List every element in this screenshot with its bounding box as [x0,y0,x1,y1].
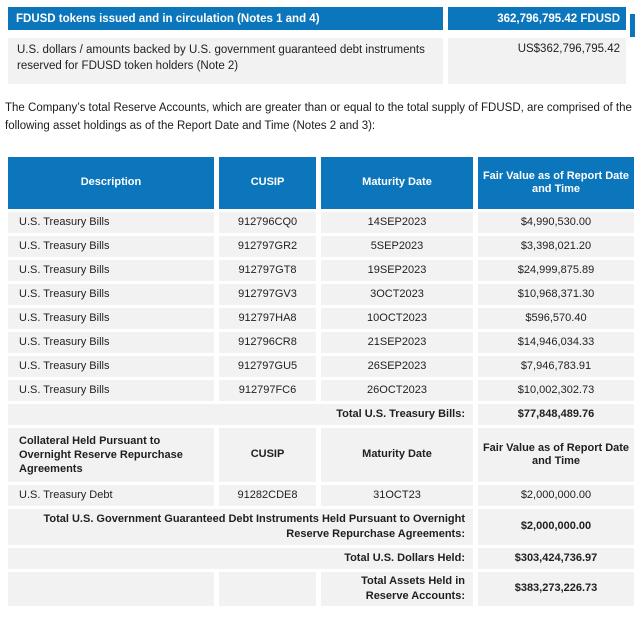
row-description: U.S. Treasury Bills [8,284,214,305]
total-gov-debt-label: Total U.S. Government Guaranteed Debt In… [8,509,473,545]
total-assets-row: Total Assets Held in Reserve Accounts: $… [8,572,634,606]
row-maturity: 21SEP2023 [321,332,473,353]
row-cusip: 912797FC6 [219,380,316,401]
row-description: U.S. Treasury Bills [8,356,214,377]
total-dollars-held-value: $303,424,736.97 [478,548,634,569]
header-cusip: CUSIP [219,157,316,209]
row-maturity: 19SEP2023 [321,260,473,281]
table-row: U.S. Treasury Bills 912797HA8 10OCT2023 … [8,308,634,329]
row-value: $14,946,034.33 [478,332,634,353]
row-maturity: 10OCT2023 [321,308,473,329]
row-description: U.S. Treasury Bills [8,380,214,401]
usd-backing-value: US$362,796,795.42 [448,38,626,84]
tokens-issued-value: 362,796,795.42 FDUSD [448,7,626,30]
collateral-header-description: Collateral Held Pursuant to Overnight Re… [8,428,214,482]
table-row: U.S. Treasury Bills 912797GU5 26SEP2023 … [8,356,634,377]
collateral-header-cusip: CUSIP [219,428,316,482]
total-treasury-bills-label: Total U.S. Treasury Bills: [8,404,473,425]
usd-backing-label: U.S. dollars / amounts backed by U.S. go… [8,38,443,84]
total-treasury-bills-value: $77,848,489.76 [478,404,634,425]
row-description: U.S. Treasury Debt [8,485,214,506]
table-row: U.S. Treasury Bills 912796CR8 21SEP2023 … [8,332,634,353]
row-description: U.S. Treasury Bills [8,332,214,353]
table-row: U.S. Treasury Bills 912797GT8 19SEP2023 … [8,260,634,281]
empty-cell [219,572,316,606]
row-value: $10,002,302.73 [478,380,634,401]
blue-edge-fragment [630,14,635,37]
row-cusip: 912797HA8 [219,308,316,329]
total-dollars-held-label: Total U.S. Dollars Held: [8,548,473,569]
row-description: U.S. Treasury Bills [8,236,214,257]
row-cusip: 912797GR2 [219,236,316,257]
usd-backing-row: U.S. dollars / amounts backed by U.S. go… [8,38,634,84]
row-value: $3,398,021.20 [478,236,634,257]
tokens-issued-row: FDUSD tokens issued and in circulation (… [8,7,634,30]
table-row: U.S. Treasury Bills 912796CQ0 14SEP2023 … [8,212,634,233]
total-assets-value: $383,273,226.73 [478,572,634,606]
row-description: U.S. Treasury Bills [8,212,214,233]
header-maturity-date: Maturity Date [321,157,473,209]
token-summary: FDUSD tokens issued and in circulation (… [8,7,634,84]
total-assets-label: Total Assets Held in Reserve Accounts: [321,572,473,606]
empty-cell [8,572,214,606]
tokens-issued-label: FDUSD tokens issued and in circulation (… [8,7,443,30]
header-description: Description [8,157,214,209]
row-cusip: 912797GV3 [219,284,316,305]
row-cusip: 912797GU5 [219,356,316,377]
row-maturity: 26OCT2023 [321,380,473,401]
row-cusip: 91282CDE8 [219,485,316,506]
row-cusip: 912796CR8 [219,332,316,353]
total-gov-debt-value: $2,000,000.00 [478,509,634,545]
row-cusip: 912796CQ0 [219,212,316,233]
row-maturity: 14SEP2023 [321,212,473,233]
collateral-header-maturity: Maturity Date [321,428,473,482]
row-description: U.S. Treasury Bills [8,308,214,329]
reserve-accounts-paragraph: The Company’s total Reserve Accounts, wh… [5,102,632,132]
row-value: $596,570.40 [478,308,634,329]
row-value: $4,990,530.00 [478,212,634,233]
total-dollars-held-row: Total U.S. Dollars Held: $303,424,736.97 [8,548,634,569]
row-cusip: 912797GT8 [219,260,316,281]
total-gov-debt-label-text: Total U.S. Government Guaranteed Debt In… [43,513,465,540]
header-fair-value: Fair Value as of Report Date and Time [478,157,634,209]
row-value: $7,946,783.91 [478,356,634,377]
row-maturity: 5SEP2023 [321,236,473,257]
total-gov-debt-row: Total U.S. Government Guaranteed Debt In… [8,509,634,545]
total-treasury-bills-row: Total U.S. Treasury Bills: $77,848,489.7… [8,404,634,425]
fdusd-reserve-report: FDUSD tokens issued and in circulation (… [0,7,642,617]
reserve-holdings-table: Description CUSIP Maturity Date Fair Val… [8,157,634,606]
collateral-header-fair-value: Fair Value as of Report Date and Time [478,428,634,482]
table-row: U.S. Treasury Debt 91282CDE8 31OCT23 $2,… [8,485,634,506]
row-description: U.S. Treasury Bills [8,260,214,281]
table-row: U.S. Treasury Bills 912797GV3 3OCT2023 $… [8,284,634,305]
row-value: $2,000,000.00 [478,485,634,506]
row-maturity: 3OCT2023 [321,284,473,305]
row-value: $24,999,875.89 [478,260,634,281]
collateral-header-row: Collateral Held Pursuant to Overnight Re… [8,428,634,482]
row-maturity: 31OCT23 [321,485,473,506]
row-value: $10,968,371.30 [478,284,634,305]
table-header-row: Description CUSIP Maturity Date Fair Val… [8,157,634,209]
row-maturity: 26SEP2023 [321,356,473,377]
table-row: U.S. Treasury Bills 912797GR2 5SEP2023 $… [8,236,634,257]
table-row: U.S. Treasury Bills 912797FC6 26OCT2023 … [8,380,634,401]
